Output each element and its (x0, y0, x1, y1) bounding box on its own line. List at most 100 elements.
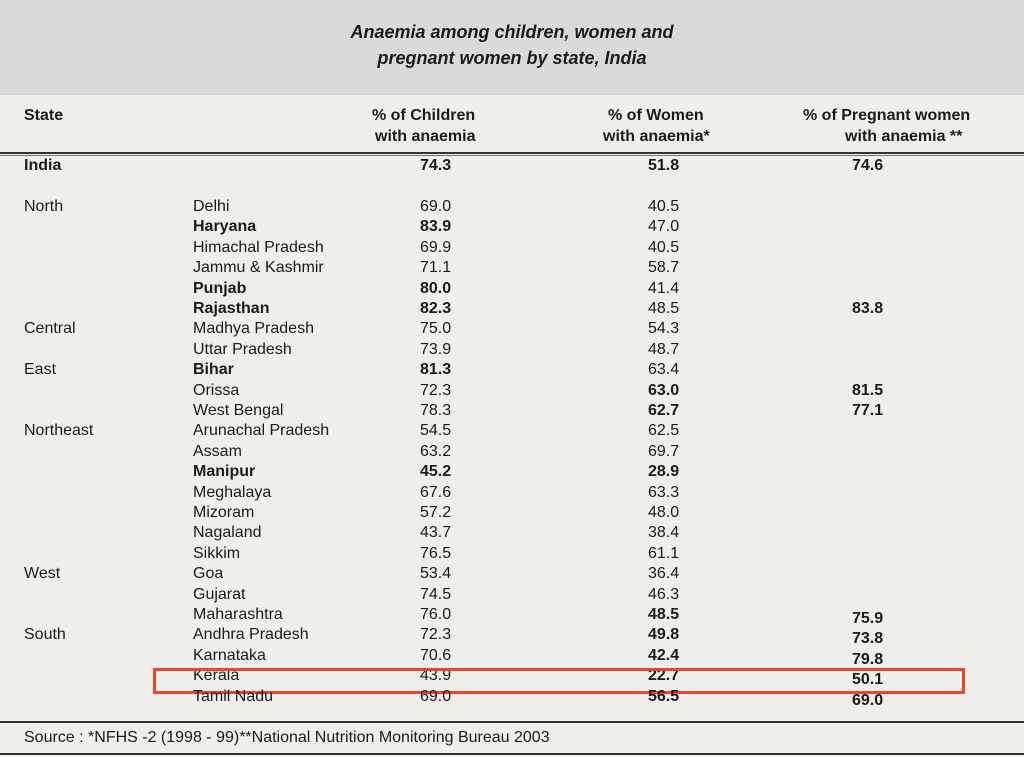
cell-children: 54.5 (420, 422, 452, 440)
cell-women: 48.0 (648, 504, 680, 521)
india-label: India (24, 157, 62, 174)
cell-children: 43.7 (420, 524, 452, 542)
cell-pregnant: 75.9 (852, 610, 884, 627)
cell-pregnant: 77.1 (852, 402, 884, 419)
cell-state: Uttar Pradesh (193, 340, 292, 358)
cell-children: 53.4 (420, 565, 452, 583)
cell-pregnant: 69.0 (852, 691, 884, 709)
cell-women: 41.4 (648, 279, 680, 297)
kerala-highlight-box (153, 668, 965, 694)
cell-women: 58.7 (648, 259, 680, 277)
cell-children: 73.9 (420, 340, 452, 358)
footer-rule-bottom (0, 753, 1024, 755)
header-pregnant-line-2: with anaemia ** (845, 128, 963, 145)
title-band (0, 0, 1024, 95)
cell-state: Madhya Pradesh (193, 320, 314, 338)
source-note: Source : *NFHS -2 (1998 - 99)**National … (24, 729, 550, 746)
cell-children: 67.6 (420, 483, 452, 501)
cell-women: 28.9 (648, 463, 680, 481)
cell-women: 42.4 (648, 646, 680, 664)
footer-rule-top (0, 721, 1024, 723)
cell-women: 63.0 (648, 381, 680, 399)
cell-women: 48.5 (648, 300, 680, 317)
cell-state: Kerala (193, 667, 240, 685)
cell-state: Arunachal Pradesh (193, 422, 330, 440)
cell-state: Jammu & Kashmir (193, 259, 324, 277)
cell-state: West Bengal (193, 402, 284, 419)
cell-state: Bihar (193, 361, 234, 379)
cell-children: 70.6 (420, 646, 452, 664)
cell-women: 62.7 (648, 402, 680, 419)
cell-pregnant: 79.8 (852, 650, 884, 668)
cell-children: 83.9 (420, 218, 452, 236)
cell-pregnant: 81.5 (852, 381, 884, 399)
cell-children: 63.2 (420, 442, 452, 460)
cell-children: 69.9 (420, 238, 452, 256)
cell-state: Gujarat (193, 585, 246, 603)
cell-state: Tamil Nadu (193, 687, 274, 705)
cell-state: Goa (193, 565, 224, 583)
cell-children: 69.0 (420, 687, 452, 705)
cell-women: 47.0 (648, 218, 680, 236)
cell-region: Central (24, 320, 76, 338)
cell-state: Andhra Pradesh (193, 626, 309, 644)
cell-state: Assam (193, 442, 242, 460)
header-rule (0, 152, 1024, 154)
cell-women: 48.7 (648, 340, 680, 358)
cell-women: 61.1 (648, 544, 680, 562)
india-pregnant: 74.6 (852, 157, 884, 174)
india-children: 74.3 (420, 157, 452, 174)
cell-region: West (24, 565, 61, 583)
cell-pregnant: 83.8 (852, 300, 884, 317)
cell-region: South (24, 626, 66, 644)
cell-children: 81.3 (420, 361, 452, 379)
cell-state: Delhi (193, 198, 230, 215)
table-title-line-1: Anaemia among children, women and (350, 22, 674, 42)
cell-region: East (24, 361, 57, 379)
header-state: State (24, 107, 64, 124)
cell-children: 72.3 (420, 381, 452, 399)
header-pregnant-line-1: % of Pregnant women (803, 107, 971, 124)
cell-children: 78.3 (420, 402, 452, 419)
cell-region: North (24, 198, 64, 215)
cell-women: 40.5 (648, 198, 680, 215)
cell-children: 45.2 (420, 463, 452, 481)
cell-women: 48.5 (648, 606, 680, 623)
header-children-line-1: % of Children (372, 107, 476, 124)
cell-state: Maharashtra (193, 606, 283, 623)
cell-women: 56.5 (648, 687, 680, 705)
cell-children: 80.0 (420, 279, 452, 297)
cell-children: 43.9 (420, 667, 452, 685)
cell-state: Sikkim (193, 544, 241, 562)
india-women: 51.8 (648, 157, 680, 174)
cell-children: 72.3 (420, 626, 452, 644)
cell-women: 49.8 (648, 626, 680, 644)
cell-women: 69.7 (648, 442, 680, 460)
cell-women: 22.7 (648, 667, 680, 685)
cell-state: Punjab (193, 279, 247, 297)
cell-women: 46.3 (648, 585, 680, 603)
cell-women: 62.5 (648, 422, 680, 440)
cell-state: Manipur (193, 463, 256, 481)
cell-state: Karnataka (193, 646, 266, 664)
cell-state: Himachal Pradesh (193, 238, 324, 256)
header-rule-thin (0, 155, 1024, 156)
cell-women: 36.4 (648, 565, 680, 583)
cell-women: 40.5 (648, 238, 680, 256)
cell-women: 54.3 (648, 320, 680, 338)
cell-state: Mizoram (193, 504, 255, 521)
cell-children: 75.0 (420, 320, 452, 338)
cell-women: 63.4 (648, 361, 680, 379)
cell-children: 76.5 (420, 544, 452, 562)
header-children-line-2: with anaemia (375, 128, 476, 145)
cell-state: Haryana (193, 218, 257, 236)
cell-children: 71.1 (420, 259, 452, 277)
cell-pregnant: 50.1 (852, 671, 884, 689)
cell-state: Nagaland (193, 524, 262, 542)
cell-children: 69.0 (420, 198, 452, 215)
cell-state: Rajasthan (193, 300, 270, 317)
table-title-line-2: pregnant women by state, India (377, 48, 647, 68)
cell-region: Northeast (24, 422, 94, 440)
header-women-line-2: with anaemia* (603, 128, 710, 145)
cell-state: Orissa (193, 381, 240, 399)
